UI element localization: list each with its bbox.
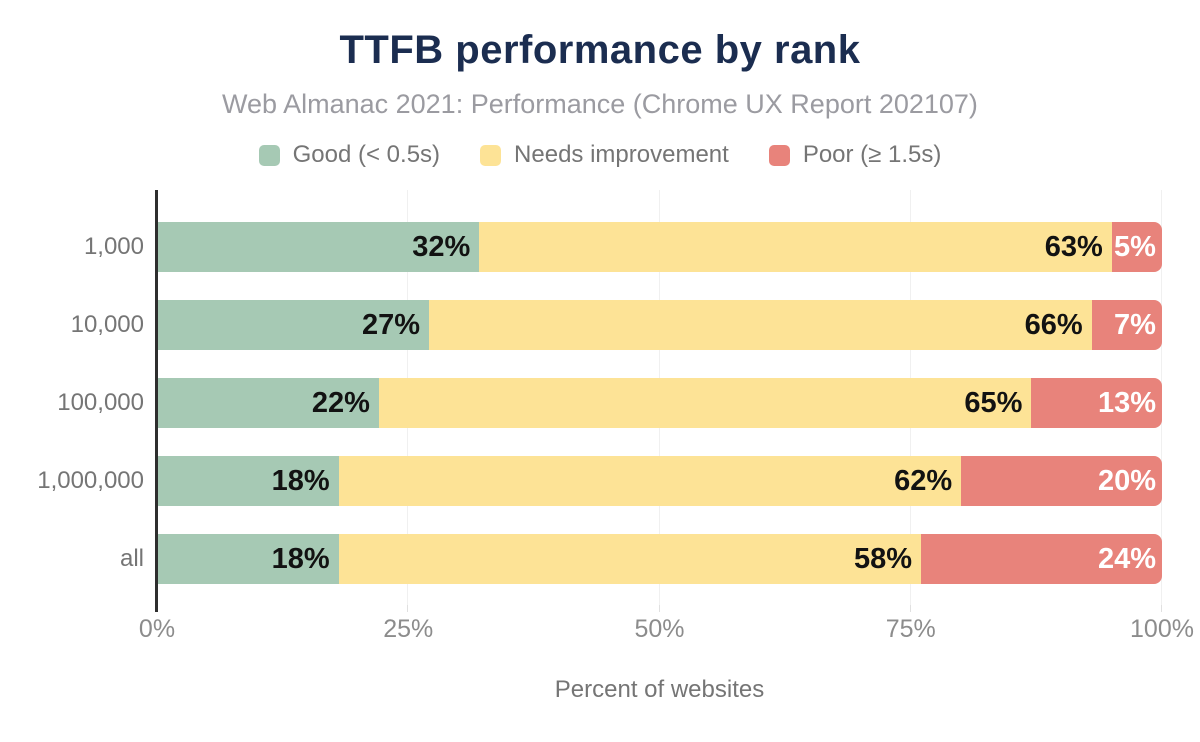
bar-value-label: 20%: [1097, 465, 1156, 497]
bar-value-label: 24%: [1097, 543, 1156, 575]
bar-value-label: 66%: [1024, 309, 1083, 341]
legend: Good (< 0.5s) Needs improvement Poor (≥ 1.…: [0, 141, 1200, 169]
category-label: 100,000: [57, 389, 144, 416]
bar-value-label: 13%: [1097, 387, 1156, 419]
category-label: 10,000: [70, 311, 144, 338]
plot-area: 0% 25% 50% 75% 100% 32% 63% 5% 1,000 27% 66% 7% 10,0…: [37, 190, 1194, 643]
x-tick-label: 75%: [885, 615, 936, 643]
axis-tick: [407, 605, 409, 612]
bar-segment-good: 18%: [158, 456, 339, 506]
y-axis-line: [155, 190, 158, 612]
bar-segment-poor: 24%: [921, 534, 1162, 584]
chart-title: TTFB performance by rank: [339, 28, 861, 72]
bar-row: 22% 65% 13%: [158, 378, 1162, 428]
axis-tick: [909, 605, 911, 612]
bar-segment-needs-improvement: 66%: [429, 300, 1092, 350]
category-label: 1,000,000: [37, 467, 144, 494]
bar-segment-needs-improvement: 63%: [479, 222, 1112, 272]
legend-swatch-needs-improvement: [480, 144, 502, 166]
bar-value-label: 27%: [362, 309, 421, 341]
legend-item-good: Good (< 0.5s): [258, 141, 441, 169]
x-tick-label: 100%: [1130, 615, 1194, 643]
legend-item-poor: Poor (≥ 1.5s): [768, 141, 942, 169]
bar-value-label: 5%: [1114, 231, 1156, 263]
bar-segment-poor: 5%: [1111, 222, 1162, 272]
legend-label: Poor (≥ 1.5s): [802, 141, 942, 168]
bar-value-label: 22%: [311, 387, 370, 419]
bar-value-label: 18%: [271, 543, 330, 575]
bar-value-label: 32%: [412, 231, 471, 263]
bar-row: 18% 62% 20%: [158, 456, 1162, 506]
bar-row: 32% 63% 5%: [158, 222, 1162, 272]
legend-swatch-poor: [768, 144, 790, 166]
bar-segment-poor: 20%: [961, 456, 1162, 506]
bar-segment-poor: 13%: [1031, 378, 1162, 428]
category-label: 1,000: [83, 233, 144, 260]
legend-label: Good (< 0.5s): [292, 141, 441, 168]
bar-value-label: 7%: [1114, 309, 1156, 341]
bar-row: 27% 66% 7%: [158, 300, 1162, 350]
bar-value-label: 58%: [853, 543, 913, 575]
bar-value-label: 62%: [894, 465, 953, 497]
bar-segment-good: 27%: [158, 300, 430, 350]
legend-item-needs-improvement: Needs improvement: [480, 141, 729, 169]
bar-value-label: 63%: [1044, 231, 1103, 263]
axis-tick: [658, 605, 660, 612]
x-tick-label: 50%: [634, 615, 685, 643]
axis-tick: [1161, 605, 1162, 612]
bar-segment-needs-improvement: 65%: [378, 378, 1032, 428]
chart-subtitle: Web Almanac 2021: Performance (Chrome UX…: [222, 89, 978, 119]
bar-segment-good: 18%: [158, 534, 339, 584]
bar-segment-poor: 7%: [1091, 300, 1162, 350]
legend-swatch-good: [258, 144, 280, 166]
x-axis-title: Percent of websites: [554, 676, 765, 703]
x-tick-label: 25%: [383, 615, 434, 643]
bar-value-label: 18%: [271, 465, 330, 497]
x-tick-label: 0%: [138, 615, 176, 643]
bar-value-label: 65%: [964, 387, 1023, 419]
bar-row: 18% 58% 24%: [158, 534, 1162, 584]
bar-segment-needs-improvement: 62%: [338, 456, 962, 506]
legend-label: Needs improvement: [514, 141, 729, 168]
bar-segment-good: 32%: [158, 222, 480, 272]
bar-segment-needs-improvement: 58%: [338, 534, 922, 584]
category-label: all: [119, 545, 144, 572]
bar-segment-good: 22%: [158, 378, 379, 428]
